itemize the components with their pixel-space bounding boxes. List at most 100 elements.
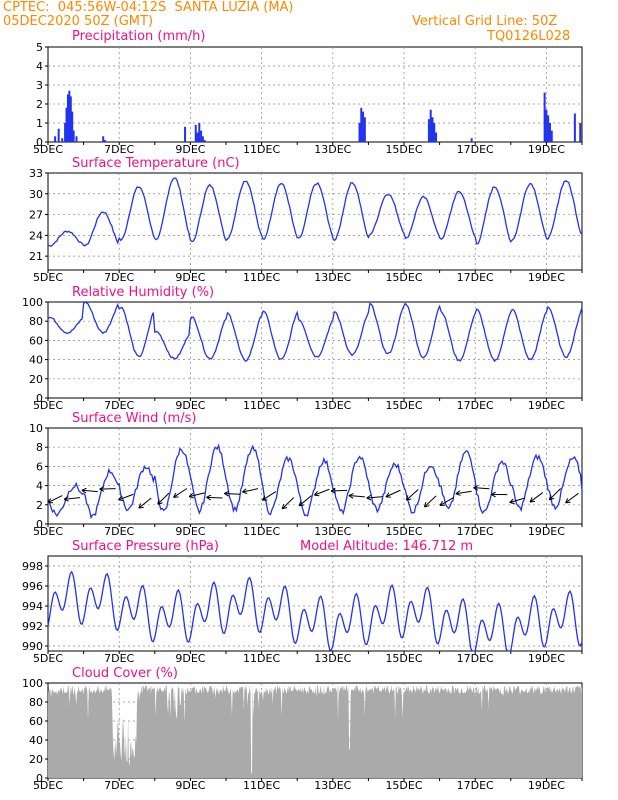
x-tick-label: 7DEC [104, 399, 134, 412]
x-tick-label: 5DEC [33, 399, 63, 412]
y-tick-label: 6 [36, 460, 43, 473]
wind-arrow-head [282, 507, 288, 510]
y-tick-label: 80 [29, 315, 43, 328]
panel-frame [47, 46, 583, 143]
wind-arrow-head [173, 492, 177, 498]
y-tick-label: 40 [29, 734, 43, 747]
y-tick-label: 3 [36, 79, 43, 92]
x-tick-label: 5DEC [33, 652, 63, 665]
precip-bar [184, 126, 187, 142]
y-tick-label: 8 [36, 441, 43, 454]
precip-bar [68, 90, 71, 142]
precip-bar [429, 109, 432, 142]
y-tick-label: 992 [22, 620, 43, 633]
wind-arrow-head [314, 494, 320, 497]
x-tick-label: 9DEC [175, 779, 205, 792]
x-tick-label: 13DEC [314, 779, 351, 792]
wind-arrow-head [565, 501, 571, 504]
wind-arrow [455, 490, 472, 495]
wind-arrow [348, 495, 365, 498]
wind-arrow [385, 489, 401, 498]
y-tick-label: 990 [22, 640, 43, 653]
y-tick-label: 60 [29, 334, 43, 347]
precip-bar [69, 96, 72, 142]
wind-arrow-head [423, 502, 427, 508]
y-tick-label: 33 [29, 167, 43, 180]
panel-frame [47, 555, 583, 652]
precip-bar [66, 94, 69, 142]
wind-arrow-head [473, 487, 478, 491]
wind-arrow-head [261, 495, 266, 501]
precip-bar [196, 132, 199, 142]
precip-bar [427, 119, 430, 142]
x-tick-label: 7DEC [104, 652, 134, 665]
y-tick-label: 1 [36, 117, 43, 130]
wind-arrow [118, 493, 134, 501]
y-tick-label: 24 [29, 229, 43, 242]
y-tick-label: 996 [22, 580, 43, 593]
wind-arrow-head [242, 491, 248, 494]
precip-bar [435, 132, 438, 142]
wind-arrow-head [490, 493, 496, 498]
x-tick-label: 13DEC [314, 652, 351, 665]
cloud-title: Cloud Cover (%) [72, 666, 178, 681]
x-tick-label: 13DEC [314, 525, 351, 538]
y-tick-label: 27 [29, 209, 43, 222]
wind-arrow-head [405, 495, 409, 501]
series-line [47, 177, 583, 248]
x-tick-label: 15DEC [385, 271, 422, 284]
precip-bar [203, 140, 206, 142]
wind-arrow-head [348, 493, 354, 496]
y-tick-label: 30 [29, 188, 43, 201]
x-tick-label: 15DEC [385, 525, 422, 538]
wind-arrow-head [157, 499, 160, 505]
precip-bar [61, 138, 64, 142]
y-tick-label: 40 [29, 354, 43, 367]
x-tick-label: 9DEC [175, 143, 205, 156]
x-tick-label: 11DEC [243, 525, 280, 538]
precip-bar [200, 130, 203, 142]
x-tick-label: 17DEC [457, 143, 494, 156]
wind-arrow-head [224, 490, 229, 494]
wind-arrow [64, 497, 81, 500]
wind-arrow-head [424, 505, 430, 508]
x-tick-label: 5DEC [33, 271, 63, 284]
y-tick-label: 4 [36, 60, 43, 73]
temperature-title: Surface Temperature (nC) [72, 156, 240, 171]
y-tick-label: 2 [36, 98, 43, 111]
x-tick-label: 15DEC [385, 399, 422, 412]
precip-bar [54, 136, 57, 142]
y-tick-label: 2 [36, 499, 43, 512]
precip-bar [102, 136, 105, 142]
wind-arrow [224, 492, 241, 495]
wind-arrow-head [63, 498, 69, 502]
wind-arrow-head [99, 488, 105, 492]
wind-arrow-head [366, 497, 372, 501]
y-tick-label: 0 [36, 518, 43, 531]
wind-arrow-head [157, 502, 163, 505]
precip-bar [550, 130, 553, 142]
wind-arrow-head [223, 493, 229, 497]
x-tick-label: 11DEC [243, 652, 280, 665]
x-tick-label: 19DEC [528, 399, 565, 412]
y-tick-label: 5 [36, 41, 43, 54]
x-tick-label: 19DEC [528, 525, 565, 538]
wind-arrow [298, 495, 312, 507]
wind-arrow-head [548, 494, 552, 500]
x-tick-label: 17DEC [457, 779, 494, 792]
wind-arrow [157, 492, 170, 505]
x-tick-label: 11DEC [243, 399, 280, 412]
panel-frame [47, 301, 583, 399]
model-id: TQ0126L028 [487, 29, 571, 44]
x-tick-label: 7DEC [104, 271, 134, 284]
precip-bar [75, 136, 78, 142]
wind-arrow-head [348, 495, 354, 499]
pressure-title: Surface Pressure (hPa) [72, 539, 219, 554]
panel-frame [47, 427, 583, 525]
wind-arrow [47, 495, 63, 504]
wind-arrow [366, 496, 383, 499]
wind-arrow-head [299, 504, 305, 507]
precip-bar [72, 130, 75, 142]
precip-bar [543, 92, 546, 142]
x-tick-label: 19DEC [528, 143, 565, 156]
